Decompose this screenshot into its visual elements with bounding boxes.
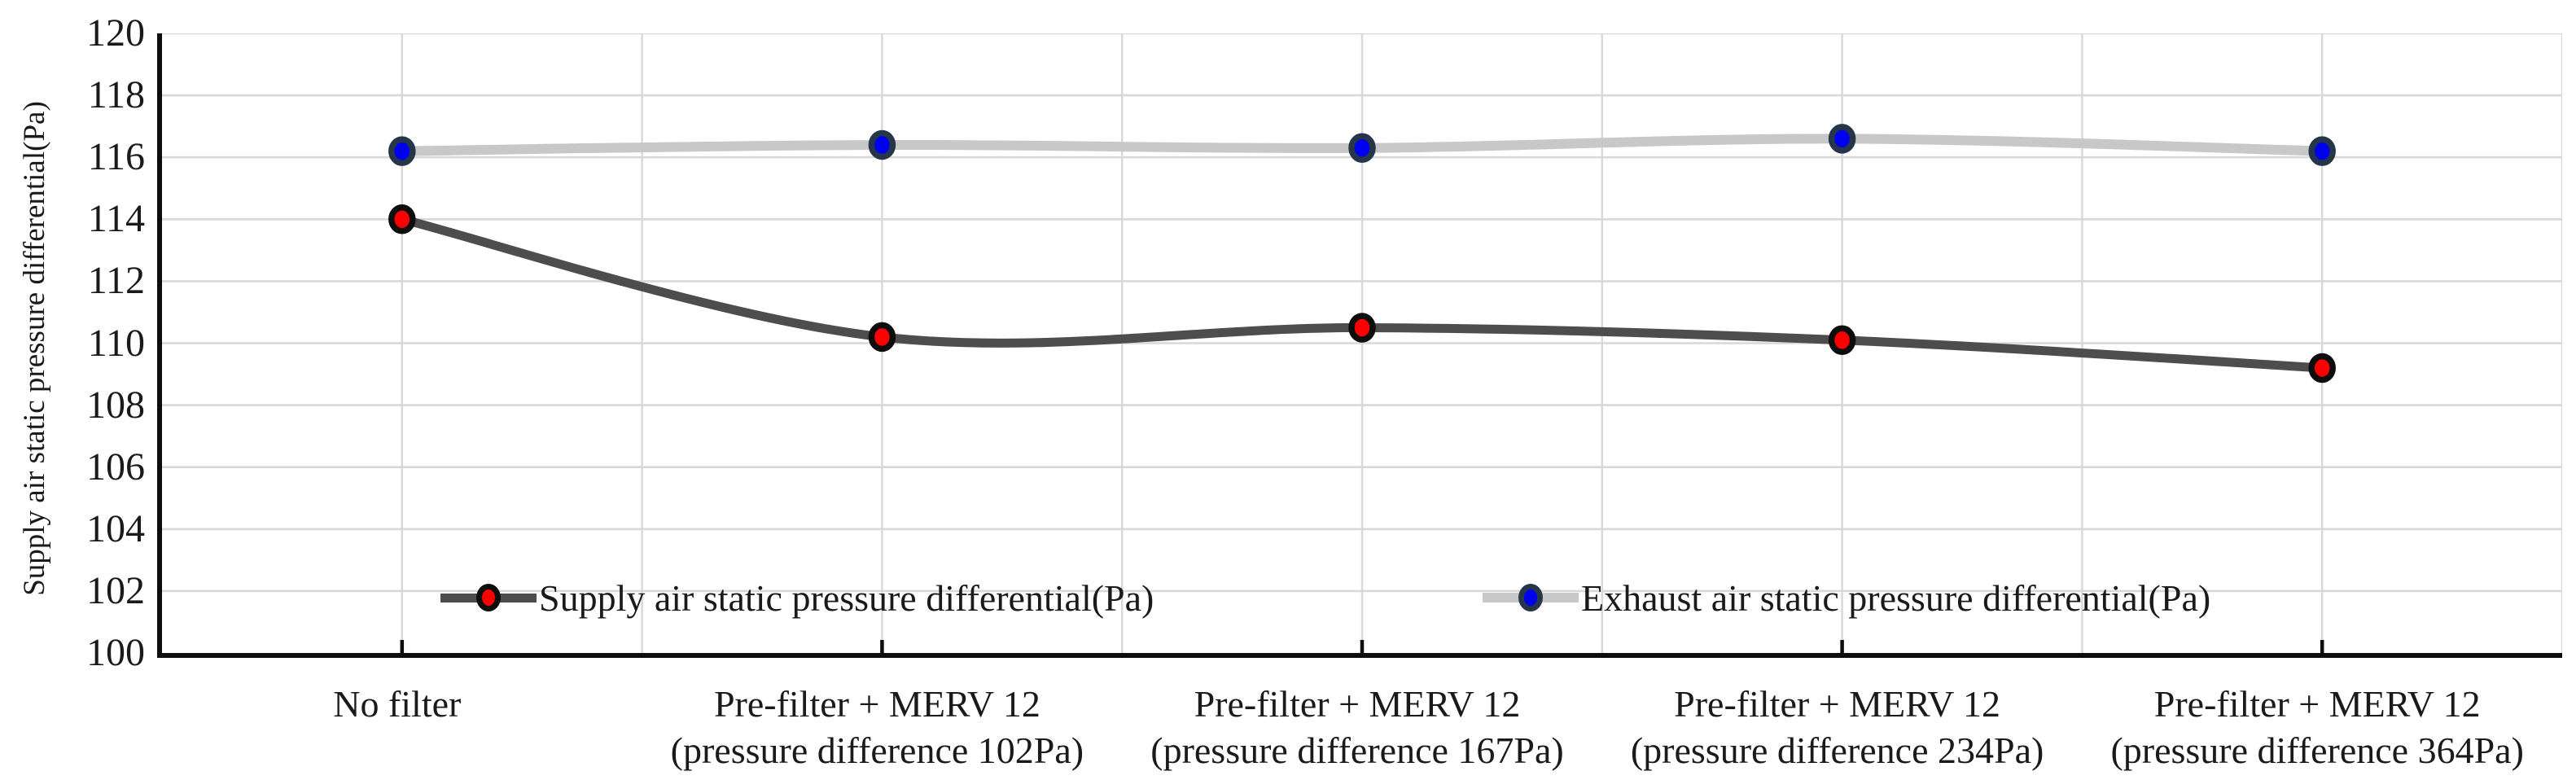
x-axis-label: No filter [333,683,462,725]
exhaust-marker [868,129,896,160]
legend-label: Supply air static pressure differential(… [539,576,1154,619]
plot-area [157,33,2562,658]
legend-item-exhaust: Exhaust air static pressure differential… [1483,572,2210,624]
x-axis-label: Pre-filter + MERV 12 (pressure differenc… [670,683,1084,771]
horizontal-gridlines [162,33,2562,593]
y-tick-label: 114 [87,197,145,241]
exhaust-marker [1828,124,1856,154]
y-tick-label: 120 [86,11,145,55]
y-tick-label: 110 [87,321,145,365]
series-canvas [162,33,2562,653]
x-axis-label: Pre-filter + MERV 12 (pressure differenc… [1150,683,1564,771]
y-tick-label: 118 [87,73,145,117]
supply-series-markers [388,204,2336,383]
exhaust-marker [1348,133,1376,164]
y-tick-label: 102 [86,568,145,612]
y-tick-label: 100 [86,631,145,674]
supply-marker [1348,313,1376,343]
exhaust-marker [388,136,416,166]
x-axis-label: Pre-filter + MERV 12 (pressure differenc… [1630,683,2044,771]
y-tick-label: 112 [87,259,145,303]
supply-marker [868,322,896,353]
supply-marker [1828,325,1856,355]
exhaust-series-markers [388,124,2336,166]
legend-marker-supply [440,584,537,611]
exhaust-marker [2308,136,2336,166]
legend-marker-dot [476,584,501,611]
legend-marker-exhaust [1483,584,1579,611]
y-tick-label: 116 [87,135,145,179]
y-tick-label: 106 [86,445,145,489]
supply-marker [2308,353,2336,383]
supply-marker [388,204,416,234]
y-tick-label: 104 [86,506,145,550]
legend-marker-dot [1518,584,1543,611]
y-tick-label: 108 [86,383,145,427]
x-axis-ticks [400,640,2324,653]
x-axis-label: Pre-filter + MERV 12 (pressure differenc… [2110,683,2524,771]
legend-item-supply: Supply air static pressure differential(… [440,572,1154,624]
legend-label: Exhaust air static pressure differential… [1581,576,2211,619]
